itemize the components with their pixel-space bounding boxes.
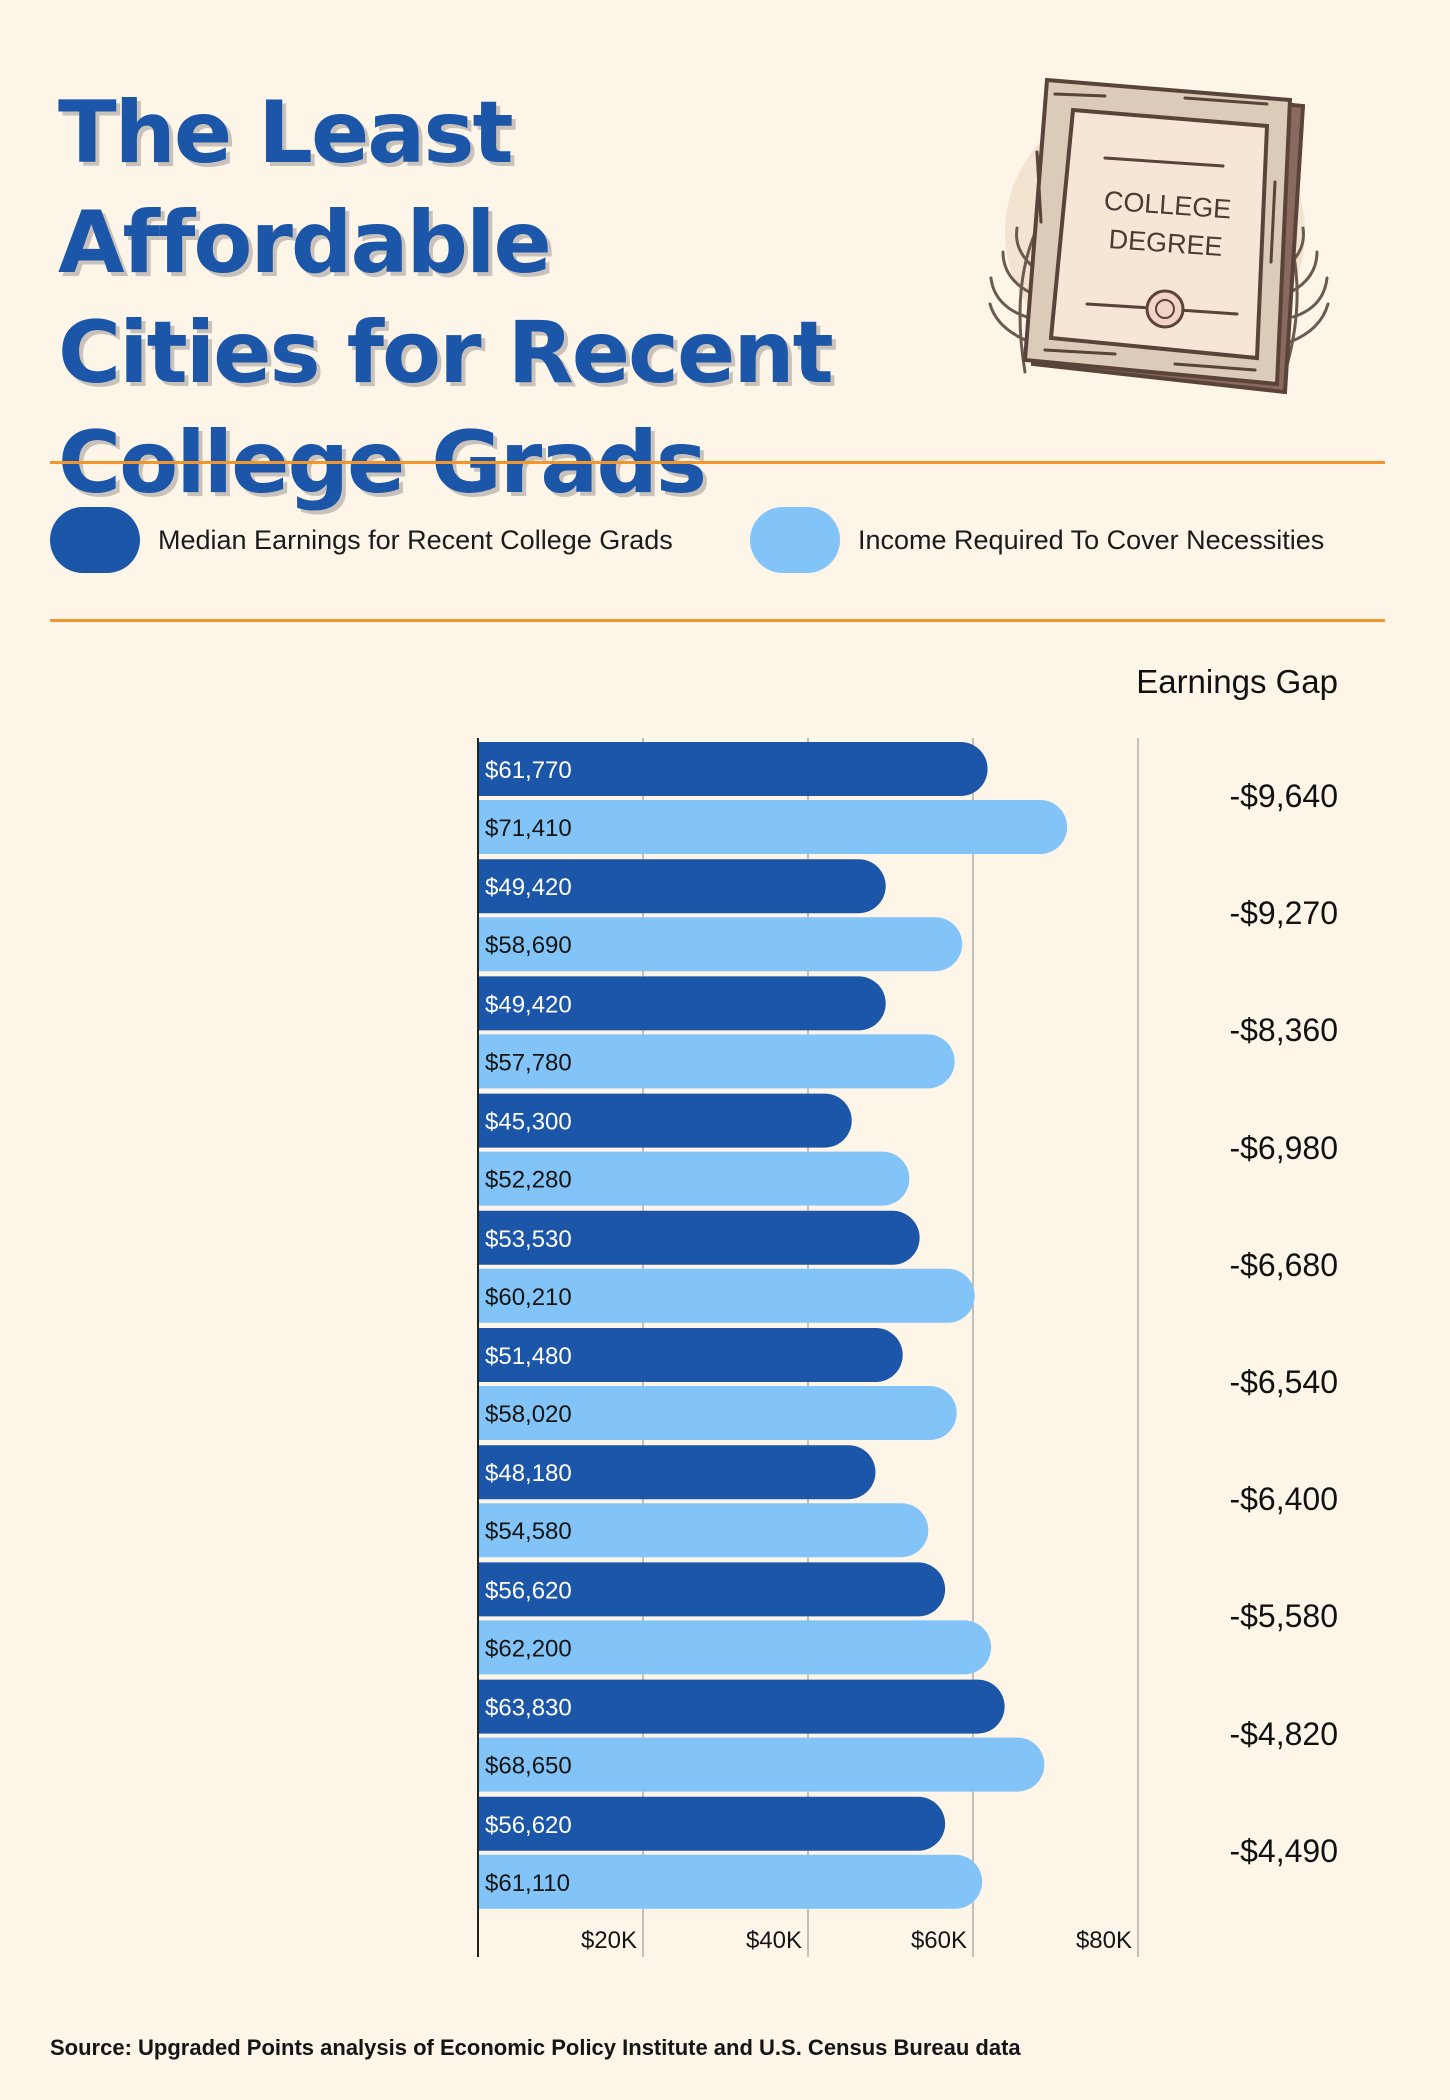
earnings-gap-value: -$9,640	[1229, 778, 1338, 814]
bar-label-necessities: $61,110	[485, 1870, 570, 1897]
bar-necessities	[448, 1386, 957, 1440]
x-tick-label: $60K	[911, 1927, 967, 1954]
bar-necessities	[448, 1737, 1045, 1792]
bar-label-necessities: $68,650	[485, 1753, 572, 1780]
bar-necessities	[448, 917, 963, 972]
bar-earnings	[448, 1445, 876, 1500]
earnings-gap-value: -$6,680	[1229, 1246, 1338, 1283]
earnings-gap-value: -$4,490	[1229, 1832, 1338, 1869]
bar-label-necessities: $62,200	[485, 1635, 572, 1662]
bar-label-earnings: $45,300	[485, 1109, 572, 1136]
legend-item-earnings: Median Earnings for Recent College Grads	[50, 505, 673, 575]
x-tick-label: $20K	[581, 1927, 637, 1954]
bar-necessities	[448, 1034, 955, 1089]
bar-necessities	[448, 1151, 910, 1206]
bar-label-necessities: $58,690	[485, 932, 572, 959]
earnings-gap-value: -$6,540	[1229, 1364, 1338, 1400]
earnings-gap-value: -$6,400	[1229, 1481, 1338, 1518]
title-line-2: Cities for Recent	[58, 303, 834, 403]
earnings-gap-value: -$6,980	[1229, 1129, 1338, 1166]
bar-earnings	[448, 1210, 920, 1265]
bar-label-earnings: $51,480	[485, 1343, 572, 1370]
bar-earnings	[448, 1562, 946, 1617]
legend-item-necessities: Income Required To Cover Necessities	[750, 505, 1324, 575]
bar-earnings	[448, 1093, 852, 1148]
bar-label-earnings: $56,620	[485, 1812, 572, 1839]
x-tick-label: $40K	[746, 1927, 802, 1954]
bar-earnings	[448, 976, 886, 1031]
chart-left-mask	[0, 728, 478, 1967]
bar-earnings	[448, 742, 988, 796]
bar-necessities	[448, 1620, 992, 1675]
bar-label-earnings: $63,830	[485, 1695, 572, 1722]
top-divider	[50, 461, 1385, 464]
legend: Median Earnings for Recent College Grads…	[50, 505, 1390, 575]
title-line-1: The Least Affordable	[58, 83, 552, 293]
bar-necessities	[448, 1503, 929, 1558]
bottom-divider	[50, 619, 1385, 622]
legend-swatch-earnings	[50, 507, 140, 573]
bar-earnings	[448, 1679, 1005, 1734]
bar-label-necessities: $71,410	[485, 815, 572, 842]
legend-swatch-necessities	[750, 507, 840, 573]
bar-label-necessities: $57,780	[485, 1049, 572, 1076]
earnings-gap-value: -$4,820	[1229, 1715, 1338, 1752]
page-title: The Least Affordable Cities for Recent C…	[58, 78, 958, 518]
bar-label-earnings: $56,620	[485, 1577, 572, 1604]
bar-necessities	[448, 800, 1068, 854]
bar-label-earnings: $49,420	[485, 874, 572, 901]
source-note: Source: Upgraded Points analysis of Econ…	[50, 2035, 1021, 2060]
bar-label-earnings: $48,180	[485, 1460, 572, 1487]
bar-label-earnings: $53,530	[485, 1226, 572, 1253]
bar-necessities	[448, 1268, 975, 1323]
bar-label-necessities: $52,280	[485, 1167, 572, 1194]
bar-label-earnings: $61,770	[485, 757, 572, 784]
bar-label-necessities: $54,580	[485, 1518, 572, 1545]
college-degree-icon: COLLEGE DEGREE	[988, 77, 1330, 395]
bar-label-necessities: $60,210	[485, 1284, 572, 1311]
earnings-gap-value: -$9,270	[1229, 895, 1338, 932]
x-tick-label: $80K	[1076, 1927, 1132, 1954]
bar-label-necessities: $58,020	[485, 1401, 572, 1428]
legend-label-necessities: Income Required To Cover Necessities	[858, 524, 1325, 555]
bar-label-earnings: $49,420	[485, 991, 572, 1018]
earnings-gap-header: Earnings Gap	[1136, 663, 1338, 700]
bar-necessities	[448, 1854, 983, 1909]
bar-earnings	[448, 1796, 946, 1851]
bar-earnings	[448, 1328, 903, 1382]
bar-earnings	[448, 859, 886, 914]
earnings-gap-value: -$8,360	[1229, 1012, 1338, 1049]
legend-label-earnings: Median Earnings for Recent College Grads	[158, 524, 673, 555]
earnings-gap-value: -$5,580	[1229, 1598, 1338, 1635]
